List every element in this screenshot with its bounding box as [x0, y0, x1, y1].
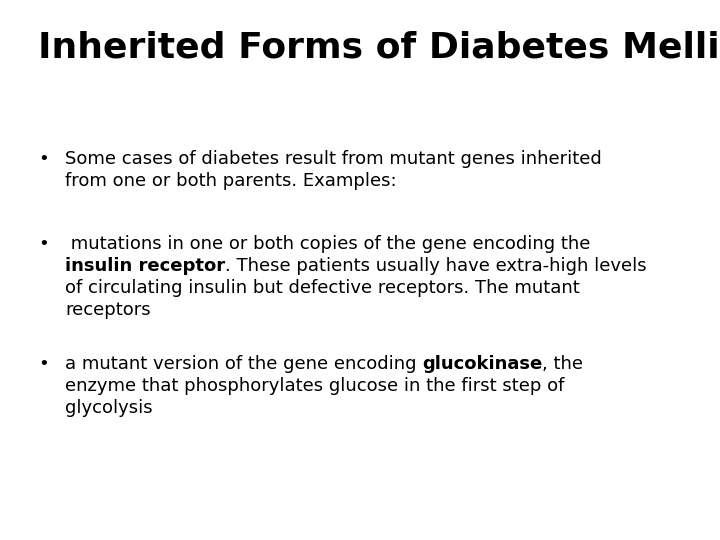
Text: a mutant version of the gene encoding: a mutant version of the gene encoding	[65, 355, 422, 373]
Text: •: •	[38, 150, 49, 168]
Text: enzyme that phosphorylates glucose in the first step of: enzyme that phosphorylates glucose in th…	[65, 377, 564, 395]
Text: insulin receptor: insulin receptor	[65, 257, 225, 275]
Text: of circulating insulin but defective receptors. The mutant: of circulating insulin but defective rec…	[65, 279, 580, 297]
Text: Some cases of diabetes result from mutant genes inherited: Some cases of diabetes result from mutan…	[65, 150, 602, 168]
Text: . These patients usually have extra-high levels: . These patients usually have extra-high…	[225, 257, 647, 275]
Text: receptors: receptors	[65, 301, 150, 319]
Text: mutations in one or both copies of the gene encoding the: mutations in one or both copies of the g…	[65, 235, 590, 253]
Text: •: •	[38, 355, 49, 373]
Text: glycolysis: glycolysis	[65, 399, 153, 417]
Text: , the: , the	[542, 355, 583, 373]
Text: from one or both parents. Examples:: from one or both parents. Examples:	[65, 172, 397, 190]
Text: glucokinase: glucokinase	[422, 355, 542, 373]
Text: Inherited Forms of Diabetes Mellitus: Inherited Forms of Diabetes Mellitus	[38, 30, 720, 64]
Text: •: •	[38, 235, 49, 253]
